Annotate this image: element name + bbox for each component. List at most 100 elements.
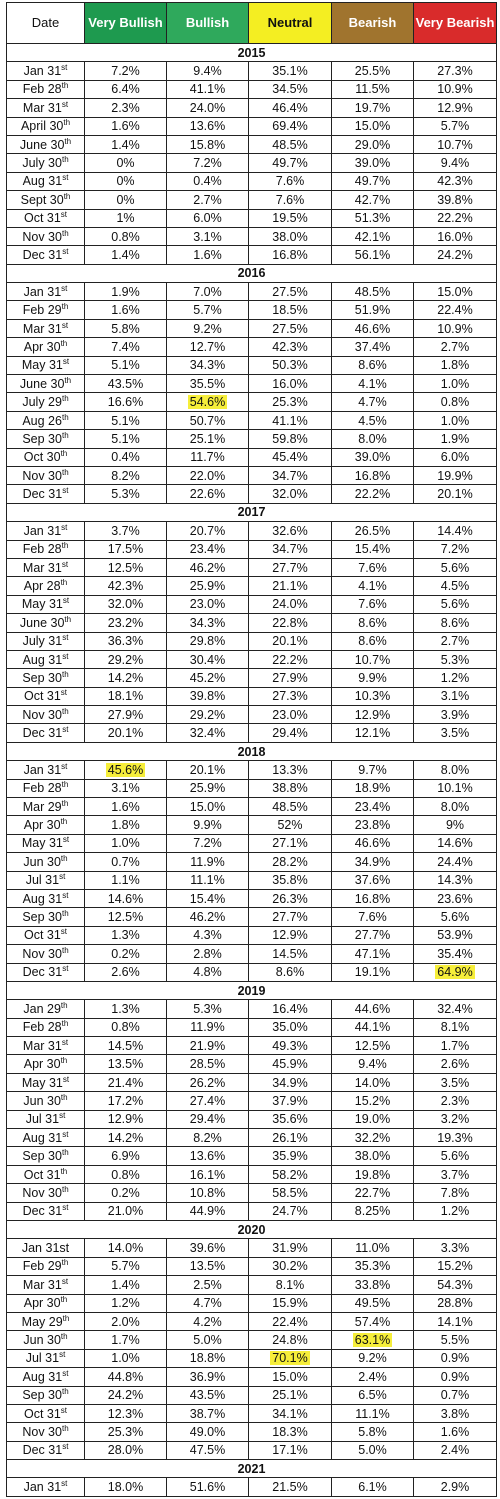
data-row: Oct 31st 1.3% 4.3% 12.9% 27.7% 53.9% <box>6 925 497 946</box>
value-text: 5.6% <box>440 560 470 575</box>
date-text: Aug 31 <box>22 1369 63 1384</box>
value-cell: 9.4% <box>166 61 249 81</box>
value-cell: 3.1% <box>166 226 249 247</box>
value-text: 0.7% <box>111 854 140 869</box>
value-text: 1.2% <box>111 1296 140 1311</box>
value-cell: 48.5% <box>248 797 332 817</box>
value-text: 5.6% <box>440 1149 470 1164</box>
value-text: 16.6% <box>107 395 144 410</box>
value-text: 12.5% <box>107 560 144 575</box>
date-text: Mar 31 <box>22 100 62 115</box>
value-cell: 35.1% <box>248 61 332 81</box>
value-text: 11.9% <box>190 854 225 869</box>
value-cell: 5.5% <box>413 1330 497 1350</box>
value-text: 45.6% <box>105 762 146 777</box>
value-cell: 7.2% <box>84 61 167 81</box>
value-text: 34.3% <box>189 615 226 630</box>
value-cell: 28.5% <box>166 1054 249 1074</box>
value-cell: 3.2% <box>413 1109 497 1130</box>
value-cell: 19.5% <box>248 208 332 228</box>
date-cell: Jan 31st <box>6 521 85 541</box>
value-cell: 34.3% <box>166 355 249 376</box>
date-text: Mar 29 <box>22 799 62 814</box>
value-text: 15.9% <box>272 1296 308 1311</box>
date-suffix: st <box>61 761 68 771</box>
value-cell: 27.5% <box>248 282 332 302</box>
data-row: Nov 30th 0.2% 2.8% 14.5% 47.1% 35.4% <box>6 944 497 964</box>
value-cell: 6.0% <box>166 208 249 228</box>
value-text: 24.7% <box>272 1204 308 1219</box>
value-cell: 4.7% <box>331 392 414 412</box>
value-text: 29.4% <box>272 726 308 741</box>
date-text: Sep 30 <box>22 1149 62 1164</box>
value-cell: 54.6% <box>166 392 249 412</box>
date-cell: Dec 31st <box>6 723 85 743</box>
date-cell: Jul 31st <box>6 1109 85 1130</box>
value-text: 4.3% <box>193 928 222 943</box>
value-text: 25.1% <box>272 1388 308 1403</box>
date-suffix: th <box>61 798 69 808</box>
date-text: Dec 31 <box>22 965 63 980</box>
value-cell: 48.5% <box>331 282 414 302</box>
value-cell: 1.0% <box>84 1348 167 1369</box>
data-row: Oct 31st 1% 6.0% 19.5% 51.3% 22.2% <box>6 208 497 228</box>
data-row: July 31st 36.3% 29.8% 20.1% 8.6% 2.7% <box>6 631 497 651</box>
value-text: 42.7% <box>354 192 391 207</box>
value-text: 45.4% <box>272 450 308 465</box>
date-cell: Aug 31st <box>6 1367 85 1387</box>
value-cell: 41.1% <box>248 410 332 431</box>
data-row: July 30th 0% 7.2% 49.7% 39.0% 9.4% <box>6 153 497 173</box>
date-cell: Aug 31st <box>6 171 85 192</box>
value-text: 26.1% <box>272 1130 308 1145</box>
value-text: 1.4% <box>111 137 140 152</box>
value-cell: 4.5% <box>413 576 497 596</box>
value-cell: 5.0% <box>331 1440 414 1461</box>
data-row: Jan 31st 14.0% 39.6% 31.9% 11.0% 3.3% <box>6 1238 497 1258</box>
value-text: 22.0% <box>189 468 226 483</box>
value-text: 35.3% <box>354 1259 391 1274</box>
value-text: 8.6% <box>358 634 387 649</box>
date-text: Apr 30 <box>23 1296 61 1311</box>
value-cell: 1.6% <box>166 245 249 265</box>
value-text: 8.6% <box>358 615 387 630</box>
value-text: 19.1% <box>354 965 391 980</box>
value-text: 5.3% <box>193 1002 222 1016</box>
date-suffix: th <box>61 909 69 919</box>
data-row: Jan 29th 1.3% 5.3% 16.4% 44.6% 32.4% <box>6 999 497 1019</box>
date-cell: Aug 31st <box>6 1128 85 1148</box>
value-cell: 25.1% <box>248 1385 332 1405</box>
value-text: 49.3% <box>272 1038 308 1053</box>
value-cell: 7.2% <box>166 833 249 854</box>
value-cell: 38.0% <box>248 226 332 247</box>
value-text: 6.4% <box>111 82 140 97</box>
value-cell: 11.5% <box>331 79 414 100</box>
value-text: 24.2% <box>107 1388 144 1403</box>
date-suffix: th <box>61 302 69 312</box>
value-cell: 35.9% <box>248 1146 332 1166</box>
value-text: 0.2% <box>111 946 140 961</box>
value-cell: 0.8% <box>84 1164 167 1185</box>
date-text: May 31 <box>21 1075 63 1090</box>
date-text: Sep 30 <box>22 431 62 446</box>
value-text: 2.8% <box>193 946 222 961</box>
date-suffix: st <box>62 1074 70 1084</box>
column-header: Date <box>6 2 85 44</box>
value-cell: 2.7% <box>413 631 497 651</box>
value-cell: 16.8% <box>331 465 414 486</box>
value-cell: 5.1% <box>84 355 167 376</box>
value-text: 32.4% <box>189 726 226 741</box>
value-cell: 15.0% <box>166 797 249 817</box>
value-text: 16.8% <box>272 247 308 262</box>
value-text: 19.3% <box>437 1130 473 1145</box>
value-cell: 0% <box>84 153 167 173</box>
value-cell: 8.6% <box>331 631 414 651</box>
value-cell: 22.4% <box>248 1311 332 1332</box>
value-text: 13.6% <box>189 119 226 134</box>
data-row: Aug 26th 5.1% 50.7% 41.1% 4.5% 1.0% <box>6 410 497 431</box>
date-suffix: th <box>61 1019 69 1029</box>
date-cell: Nov 30th <box>6 465 85 486</box>
date-cell: Mar 31st <box>6 318 85 339</box>
value-cell: 1.9% <box>413 429 497 449</box>
date-text: Dec 31 <box>22 1443 63 1458</box>
date-text: Sep 30 <box>22 1388 62 1403</box>
